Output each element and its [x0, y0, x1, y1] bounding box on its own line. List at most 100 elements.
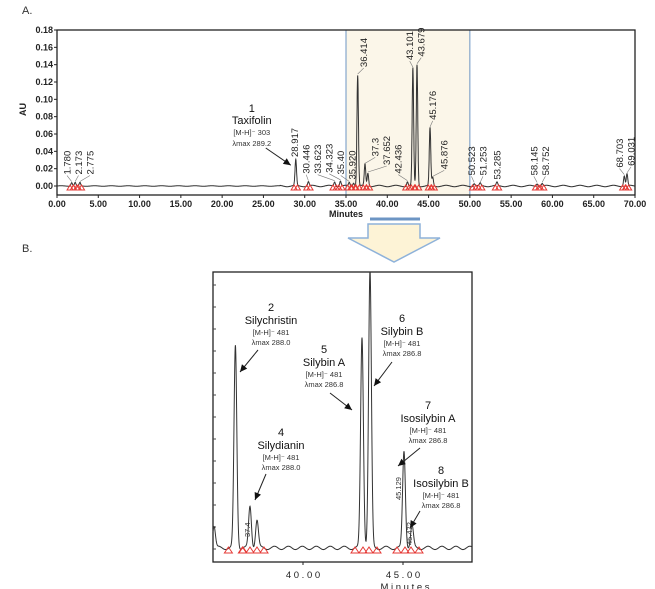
peak-marker	[624, 184, 633, 191]
x-tick-label: 65.00	[582, 199, 605, 209]
x-tick-label: 60.00	[541, 199, 564, 209]
x-tick-label: 40.00	[376, 199, 399, 209]
peak-marker	[430, 184, 439, 191]
peak-marker	[77, 184, 86, 191]
peak-label-leader	[66, 175, 72, 182]
peak-label: 37.652	[382, 136, 393, 165]
peak-label: 36.414	[359, 38, 370, 67]
annotation-lambda-max: λmax 288.0	[262, 463, 301, 472]
peak-label: 43.101	[405, 31, 416, 60]
annotation-ion: [M-H]⁻ 481	[423, 491, 460, 500]
peak-label-leader	[398, 174, 408, 181]
peak-label-leader	[429, 120, 434, 128]
peak-label-leader	[367, 165, 387, 173]
annotation-lambda-max: λmax 286.8	[383, 349, 422, 358]
annotation-number: 4	[278, 427, 284, 439]
x-tick-label: 50.00	[459, 199, 482, 209]
peak-label: 68.703	[615, 139, 626, 168]
peak-label: 30.446	[302, 145, 313, 174]
annotation-compound: Isosilybin A	[400, 413, 456, 425]
annotation-lambda-max: λmax 289.2	[232, 139, 271, 148]
peak-label-leader	[541, 176, 546, 183]
peak-label-leader	[416, 57, 422, 64]
arrowhead-icon	[398, 458, 406, 466]
x-tick-label: 55.00	[500, 199, 523, 209]
annotation-ion: [M-H]⁻ 481	[410, 426, 447, 435]
peak-label-leader	[471, 176, 475, 183]
peak-marker	[350, 546, 360, 554]
peak-marker	[414, 546, 424, 554]
annotation-ion: [M-H]⁻ 303	[233, 128, 270, 137]
peak-label-leader	[432, 170, 445, 177]
peak-label-leader	[357, 67, 364, 75]
arrowhead-icon	[410, 520, 417, 528]
peak-label-leader	[305, 174, 309, 181]
x-tick-label: 0.00	[48, 199, 66, 209]
peak-label: 45.176	[428, 91, 439, 120]
peak-label: 53.285	[492, 150, 503, 179]
peak-label: 35.920	[348, 150, 359, 179]
annotation-number: 6	[399, 313, 405, 325]
chromatogram-trace	[212, 271, 473, 551]
peak-label: 34.323	[325, 144, 336, 173]
peak-marker	[364, 546, 374, 554]
peak-marker	[338, 184, 346, 191]
peak-label-leader	[364, 157, 376, 164]
peak-marker	[539, 184, 548, 191]
annotation-compound: Isosilybin B	[413, 478, 469, 490]
peak-marker	[358, 546, 368, 554]
annotation-compound: Silydianin	[257, 440, 304, 452]
peak-marker	[365, 184, 374, 191]
annotation-ion: [M-H]⁻ 481	[306, 370, 343, 379]
peak-label: 45.472	[405, 522, 414, 545]
arrowhead-icon	[344, 402, 352, 410]
x-tick-label: 10.00	[128, 199, 151, 209]
annotation-compound: Silybin A	[303, 357, 346, 369]
annotation-lambda-max: λmax 286.8	[305, 380, 344, 389]
peak-label: 33.623	[313, 145, 324, 174]
annotation-lambda-max: λmax 288.0	[252, 338, 291, 347]
arrowhead-icon	[254, 492, 261, 500]
panel-b-label: B.	[22, 243, 32, 255]
peak-marker	[306, 184, 314, 191]
x-tick-label: 30.00	[293, 199, 316, 209]
y-tick-label: 0.12	[35, 77, 53, 87]
y-tick-label: 0.10	[35, 94, 53, 104]
x-tick-label: 35.00	[335, 199, 358, 209]
annotation-ion: [M-H]⁻ 481	[263, 453, 300, 462]
y-tick-label: 0.04	[35, 146, 53, 156]
y-tick-label: 0.00	[35, 181, 53, 191]
peak-marker	[414, 184, 423, 191]
x-tick-label: 70.00	[624, 199, 647, 209]
peak-marker	[245, 546, 255, 554]
peak-marker	[392, 546, 402, 554]
peak-label-leader	[409, 60, 414, 68]
peak-marker	[355, 184, 364, 191]
peak-label: 43.679	[417, 28, 428, 57]
annotation-compound: Silychristin	[245, 315, 298, 327]
peak-label: 1.780	[63, 151, 74, 175]
chart-a: 0.00 0.02 0.04 0.06 0.08 0.10 0.12 0.14 0.16 0.18…	[18, 25, 646, 219]
peak-label: 2.775	[86, 151, 97, 175]
x-tick-label: 5.00	[90, 199, 108, 209]
peak-marker	[252, 546, 262, 554]
peak-marker	[223, 546, 234, 554]
peak-marker	[494, 184, 503, 191]
annotation-ion: [M-H]⁻ 481	[384, 339, 421, 348]
annotation-number: 2	[268, 302, 274, 314]
arrowhead-icon	[240, 364, 248, 372]
x-tick-label: 25.00	[252, 199, 275, 209]
peak-marker	[238, 546, 248, 554]
peak-label: 37.4	[243, 522, 252, 537]
peak-marker	[372, 546, 382, 554]
peak-label: 28.917	[290, 128, 301, 157]
peak-label: 37.3	[371, 138, 382, 157]
peak-label: 42.436	[394, 145, 405, 174]
peak-label-leader	[79, 175, 91, 182]
peak-label: 35.40	[336, 151, 347, 175]
peak-label: 69.031	[627, 137, 638, 166]
down-arrow-icon	[347, 223, 441, 263]
highlight-region	[345, 29, 471, 196]
peak-label-leader	[340, 175, 350, 182]
peak-label: 50.523	[467, 146, 478, 175]
